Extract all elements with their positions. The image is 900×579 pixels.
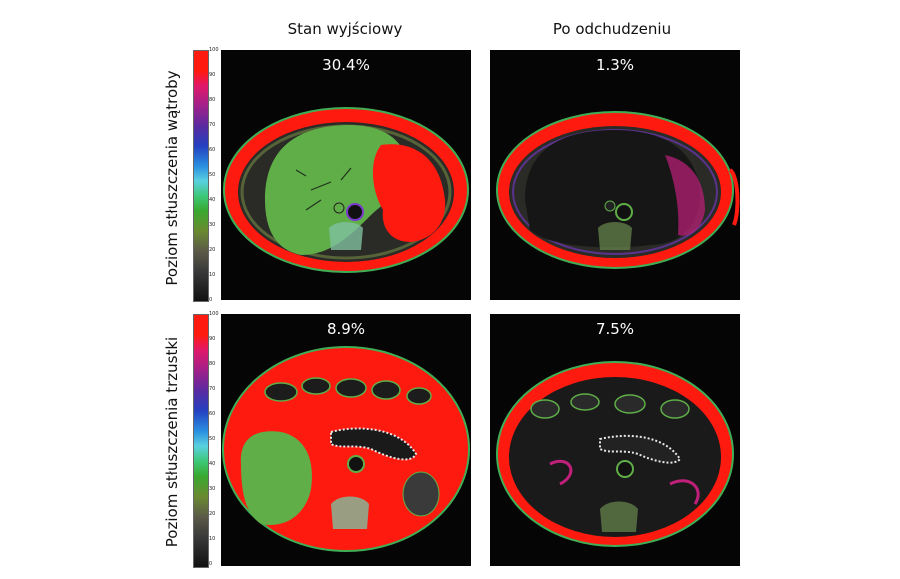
- tick-label: 30: [209, 222, 216, 228]
- tick-label: 100: [209, 47, 219, 53]
- mri-liver-baseline-image: [223, 107, 469, 273]
- mri-liver-baseline: 30.4%: [221, 50, 471, 300]
- row-label-liver-fat: Poziom stłuszczenia wątroby: [163, 70, 181, 286]
- column-title-baseline: Stan wyjściowy: [287, 20, 403, 38]
- tick-label: 50: [209, 172, 216, 178]
- tick-label: 70: [209, 386, 216, 392]
- tick-label: 50: [209, 436, 216, 442]
- colorbar-ticks-top: 100 90 80 70 60 50 40 30 20 10 0: [209, 47, 221, 303]
- fat-percentage-label: 1.3%: [595, 56, 635, 74]
- mri-liver-after-weight-loss: 1.3%: [490, 50, 740, 300]
- tick-label: 90: [209, 336, 216, 342]
- colorbar-top: [193, 50, 209, 302]
- tick-label: 70: [209, 122, 216, 128]
- tick-label: 40: [209, 197, 216, 203]
- mri-liver-after-image: [496, 111, 740, 269]
- column-title-after-weight-loss: Po odchudzeniu: [552, 20, 672, 38]
- fat-percentage-label: 8.9%: [326, 320, 366, 338]
- mri-pancreas-after-weight-loss: 7.5%: [490, 314, 740, 566]
- tick-label: 80: [209, 361, 216, 367]
- colorbar-ticks-bottom: 100 90 80 70 60 50 40 30 20 10 0: [209, 312, 221, 568]
- tick-label: 60: [209, 147, 216, 153]
- mri-pancreas-baseline: 8.9%: [221, 314, 471, 566]
- tick-label: 20: [209, 511, 216, 517]
- colorbar-bottom: [193, 314, 209, 568]
- tick-label: 10: [209, 272, 216, 278]
- tick-label: 30: [209, 486, 216, 492]
- tick-label: 100: [209, 311, 219, 317]
- mri-pancreas-baseline-image: [222, 346, 470, 552]
- tick-label: 10: [209, 536, 216, 542]
- row-label-pancreas-fat: Poziom stłuszczenia trzustki: [163, 336, 181, 548]
- fat-percentage-label: 7.5%: [595, 320, 635, 338]
- tick-label: 20: [209, 247, 216, 253]
- tick-label: 60: [209, 411, 216, 417]
- fat-percentage-label: 30.4%: [322, 56, 370, 74]
- tick-label: 90: [209, 72, 216, 78]
- tick-label: 0: [209, 297, 213, 303]
- tick-label: 0: [209, 561, 213, 567]
- tick-label: 40: [209, 461, 216, 467]
- tick-label: 80: [209, 97, 216, 103]
- mri-pancreas-after-image: [496, 361, 734, 547]
